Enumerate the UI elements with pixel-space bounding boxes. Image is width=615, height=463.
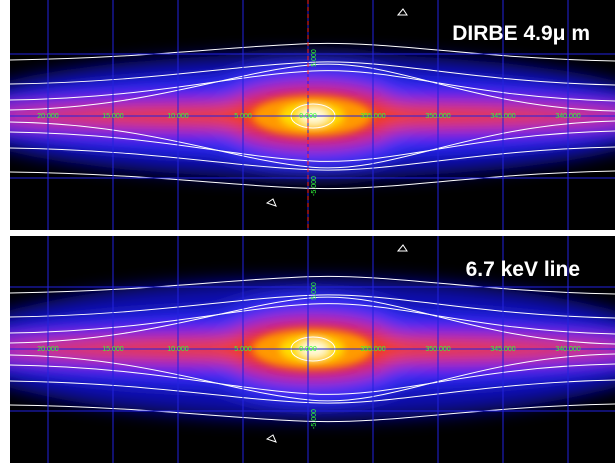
contour (10, 294, 615, 404)
contour (10, 296, 615, 402)
panel-title: 6.7 keV line (466, 258, 580, 281)
contour (10, 63, 615, 169)
longitude-label: 20.000 (37, 113, 59, 120)
contour (10, 303, 615, 395)
longitude-label: 345.000 (490, 346, 515, 353)
longitude-label: 340.000 (555, 346, 580, 353)
longitude-label: 10.000 (167, 346, 189, 353)
latitude-label: -5.000 (311, 176, 318, 196)
map-panel: 20.000 15.000 10.000 5.000 0.000 355.000 350.0… (10, 0, 615, 230)
longitude-label: 0.000 (299, 113, 317, 120)
longitude-label: 340.000 (555, 113, 580, 120)
map-panel: 20.000 15.000 10.000 5.000 0.000 355.000 350.0… (10, 236, 615, 463)
longitude-label: 5.000 (234, 113, 252, 120)
contour (10, 275, 615, 423)
contour (265, 434, 277, 443)
longitude-label: 5.000 (234, 346, 252, 353)
contour (396, 8, 408, 16)
contour (396, 244, 408, 252)
latitude-label: 5.000 (311, 49, 318, 67)
contour (265, 198, 277, 207)
latitude-label: 5.000 (311, 282, 318, 300)
contour (10, 42, 615, 190)
contour (10, 70, 615, 162)
longitude-label: 0.000 (299, 346, 317, 353)
contour (10, 61, 615, 171)
panel-title: DIRBE 4.9μ m (452, 22, 590, 45)
longitude-label: 345.000 (490, 113, 515, 120)
longitude-label: 20.000 (37, 346, 59, 353)
longitude-label: 350.000 (425, 113, 450, 120)
longitude-label: 15.000 (102, 113, 124, 120)
longitude-label: 10.000 (167, 113, 189, 120)
longitude-label: 15.000 (102, 346, 124, 353)
longitude-label: 355.000 (360, 346, 385, 353)
latitude-label: -5.000 (311, 409, 318, 429)
longitude-label: 350.000 (425, 346, 450, 353)
longitude-label: 355.000 (360, 113, 385, 120)
